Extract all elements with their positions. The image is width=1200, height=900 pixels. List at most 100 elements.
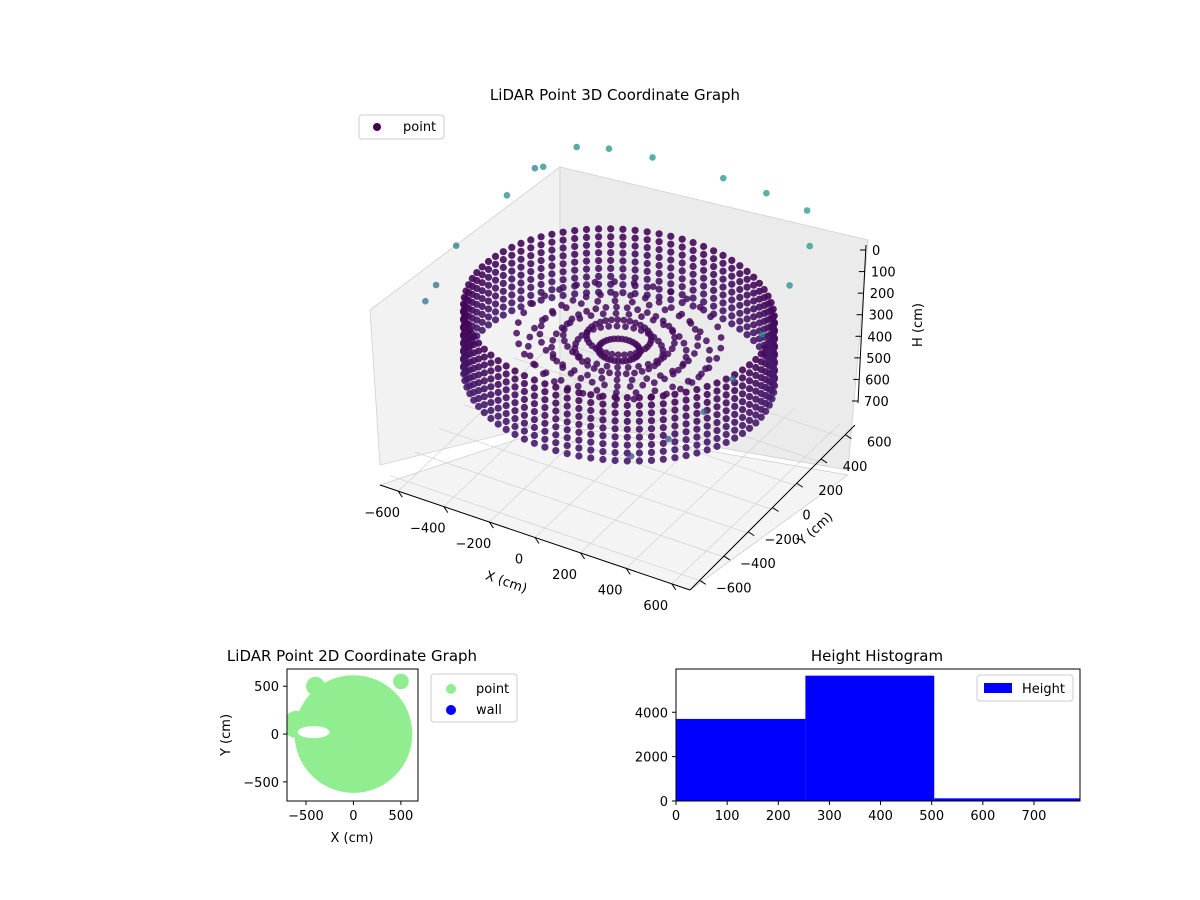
point-3d bbox=[703, 422, 711, 430]
x-tick-label-3d: −600 bbox=[364, 506, 400, 521]
point-3d bbox=[491, 308, 500, 316]
point-3d bbox=[660, 321, 667, 329]
point-3d bbox=[542, 314, 549, 322]
chart-2d-title: LiDAR Point 2D Coordinate Graph bbox=[227, 647, 477, 665]
y-axis-label-3d: Y (cm) bbox=[794, 510, 836, 550]
outlier-point-3d bbox=[503, 192, 511, 199]
point-3d bbox=[607, 256, 615, 265]
x-tick-3d bbox=[580, 552, 586, 560]
x-tick-label-3d: 200 bbox=[552, 568, 577, 583]
point-3d bbox=[743, 331, 751, 339]
point-3d bbox=[623, 394, 631, 402]
point-3d bbox=[752, 371, 760, 379]
point-3d bbox=[480, 393, 488, 401]
point-3d bbox=[743, 315, 751, 323]
point-3d bbox=[635, 363, 642, 370]
point-3d bbox=[717, 334, 725, 341]
x-tick-3d bbox=[443, 506, 449, 513]
point-3d bbox=[595, 249, 603, 257]
point-3d bbox=[520, 435, 529, 443]
point-3d bbox=[710, 294, 718, 302]
histogram-bar bbox=[676, 718, 806, 801]
y-tick-3d bbox=[772, 507, 779, 512]
point-3d bbox=[710, 302, 718, 310]
point-3d bbox=[632, 354, 640, 361]
point-3d bbox=[731, 418, 739, 426]
point-3d bbox=[647, 417, 656, 425]
point-3d bbox=[548, 262, 556, 270]
point-3d bbox=[700, 258, 708, 266]
point-3d bbox=[693, 409, 701, 417]
point-3d bbox=[722, 430, 730, 439]
point-3d bbox=[611, 297, 619, 305]
point-3d bbox=[475, 355, 483, 363]
point-3d bbox=[713, 442, 721, 450]
point-3d bbox=[643, 228, 651, 236]
point-3d bbox=[698, 370, 705, 378]
point-3d bbox=[682, 353, 690, 361]
point-3d bbox=[502, 378, 510, 386]
point-3d bbox=[614, 351, 622, 359]
x-tick-label-histogram: 500 bbox=[919, 809, 944, 824]
point-3d bbox=[722, 375, 730, 383]
point-3d bbox=[480, 369, 488, 377]
point-3d bbox=[587, 446, 595, 454]
point-3d bbox=[599, 408, 607, 416]
point-3d bbox=[688, 379, 696, 386]
point-3d bbox=[552, 439, 560, 447]
point-3d bbox=[667, 272, 675, 280]
grid-line-y bbox=[488, 381, 799, 487]
point-3d bbox=[694, 342, 701, 350]
point-3d bbox=[517, 239, 525, 247]
point-3d bbox=[667, 304, 675, 311]
point-3d bbox=[614, 370, 622, 378]
point-3d bbox=[764, 300, 772, 308]
histogram-bar bbox=[934, 798, 1080, 801]
legend-3d-box bbox=[358, 114, 445, 140]
point-3d bbox=[659, 416, 667, 424]
point-3d bbox=[478, 271, 486, 279]
point-3d bbox=[722, 399, 730, 407]
point-3d bbox=[619, 273, 627, 281]
y-tick-3d bbox=[820, 458, 828, 464]
point-3d bbox=[689, 286, 697, 294]
point-3d bbox=[537, 280, 545, 288]
point-3d bbox=[689, 262, 697, 270]
outlier-point-3d bbox=[539, 163, 547, 171]
point-3d bbox=[526, 333, 534, 341]
point-3d bbox=[517, 295, 525, 303]
point-3d bbox=[530, 408, 539, 416]
point-3d bbox=[475, 363, 483, 371]
point-3d bbox=[575, 428, 583, 436]
point-3d bbox=[736, 301, 744, 309]
point-3d bbox=[560, 325, 568, 333]
point-3d bbox=[587, 391, 595, 399]
point-3d bbox=[511, 407, 519, 415]
point-3d bbox=[556, 286, 563, 293]
outlier-point-3d bbox=[763, 189, 770, 197]
point-3d bbox=[502, 417, 510, 426]
point-3d bbox=[484, 289, 493, 297]
point-3d bbox=[722, 391, 730, 399]
point-3d bbox=[752, 387, 760, 395]
x-axis-label-2d: X (cm) bbox=[331, 831, 374, 846]
point-3d bbox=[548, 278, 556, 286]
gap-2d bbox=[297, 726, 330, 739]
point-3d bbox=[643, 267, 651, 275]
point-3d bbox=[569, 297, 577, 304]
y-tick-label-2d: 0 bbox=[271, 728, 279, 743]
point-3d bbox=[770, 375, 778, 383]
point-3d bbox=[491, 292, 500, 300]
point-3d bbox=[494, 388, 502, 396]
point-3d bbox=[552, 391, 560, 399]
z-tick-label-3d: 400 bbox=[867, 330, 892, 345]
grid-line-y bbox=[439, 428, 750, 534]
point-3d bbox=[752, 395, 760, 403]
point-3d bbox=[511, 422, 519, 431]
point-3d bbox=[705, 356, 713, 363]
point-3d bbox=[582, 241, 591, 249]
point-3d bbox=[764, 332, 772, 340]
point-3d bbox=[563, 434, 571, 442]
outlier-point-3d bbox=[720, 174, 727, 182]
point-3d bbox=[511, 391, 519, 399]
